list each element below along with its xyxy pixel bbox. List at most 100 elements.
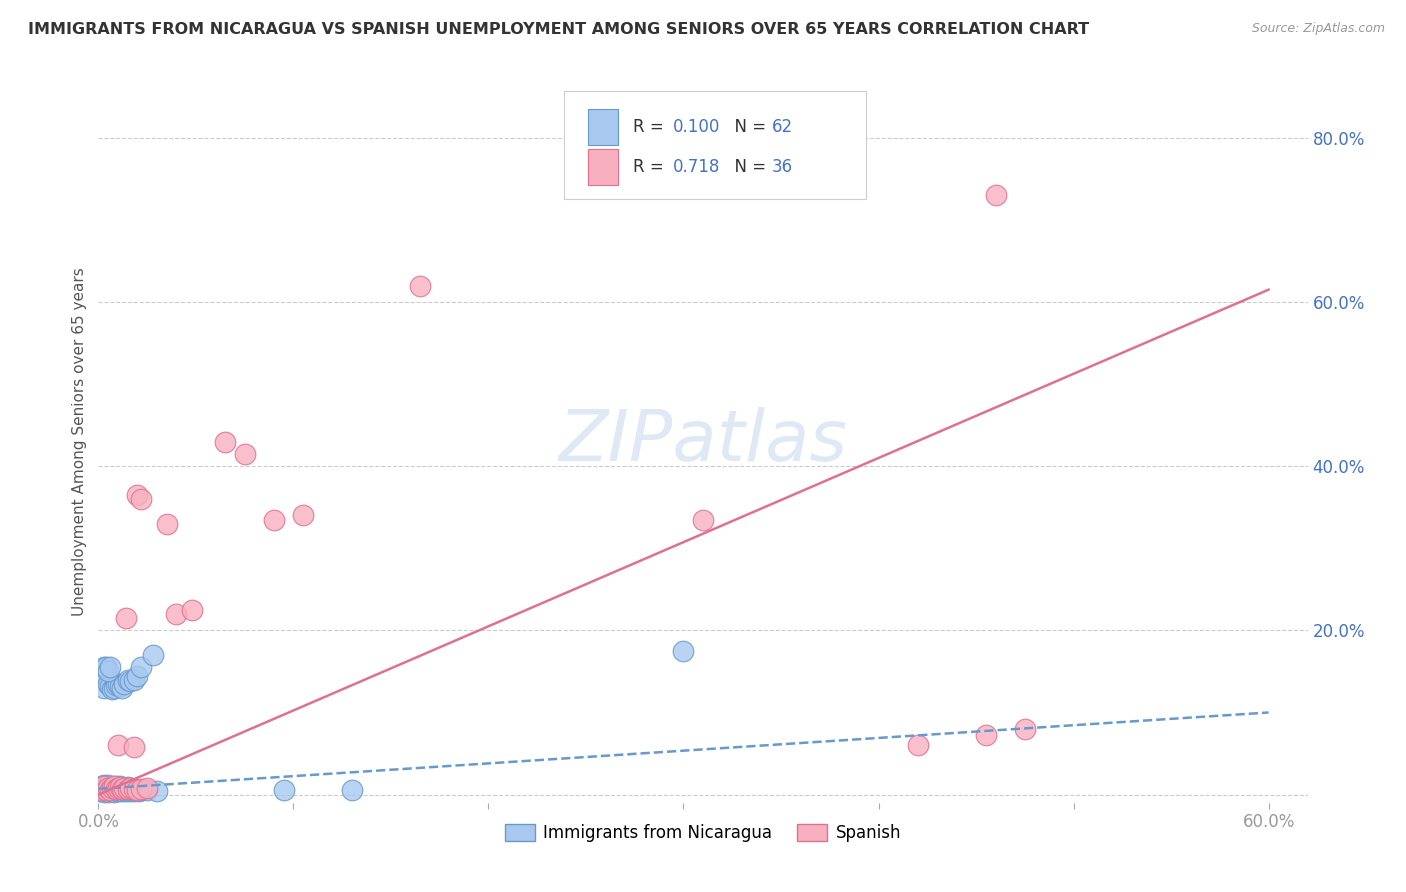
FancyBboxPatch shape	[588, 149, 619, 185]
Point	[214, 434, 236, 449]
Point	[156, 516, 179, 531]
Point	[165, 607, 187, 621]
Point	[111, 781, 134, 796]
Point	[136, 783, 159, 797]
Point	[340, 783, 363, 797]
Point	[111, 780, 134, 795]
Point	[108, 783, 131, 797]
Text: 36: 36	[772, 158, 793, 176]
Point	[101, 780, 124, 795]
Point	[93, 660, 115, 674]
Point	[93, 780, 115, 794]
Point	[122, 673, 145, 687]
Point	[103, 782, 125, 797]
Point	[91, 780, 114, 794]
Text: 0.718: 0.718	[673, 158, 720, 176]
Point	[111, 681, 134, 695]
Point	[98, 780, 121, 795]
Point	[96, 660, 118, 674]
Point	[93, 778, 115, 792]
Point	[131, 491, 153, 506]
Point	[93, 785, 115, 799]
Point	[118, 784, 141, 798]
Point	[96, 783, 118, 797]
Text: N =: N =	[724, 119, 770, 136]
Point	[93, 780, 115, 795]
Point	[93, 681, 115, 695]
Point	[97, 780, 120, 795]
Point	[114, 784, 136, 798]
Point	[98, 782, 121, 797]
Point	[89, 784, 111, 798]
Text: R =: R =	[633, 119, 669, 136]
Point	[96, 780, 118, 795]
Point	[104, 783, 127, 797]
Point	[127, 783, 149, 797]
Text: R =: R =	[633, 158, 669, 176]
Point	[97, 677, 120, 691]
Point	[409, 278, 432, 293]
Point	[98, 660, 121, 674]
Text: Source: ZipAtlas.com: Source: ZipAtlas.com	[1251, 22, 1385, 36]
Point	[118, 780, 141, 795]
Point	[124, 782, 146, 797]
Point	[1014, 722, 1036, 736]
Text: ZIPatlas: ZIPatlas	[558, 407, 848, 476]
FancyBboxPatch shape	[564, 91, 866, 200]
Point	[104, 780, 127, 794]
Point	[108, 780, 131, 795]
Point	[112, 783, 135, 797]
Point	[96, 782, 118, 797]
Point	[104, 678, 127, 692]
Point	[122, 739, 145, 754]
Point	[103, 780, 125, 794]
Text: IMMIGRANTS FROM NICARAGUA VS SPANISH UNEMPLOYMENT AMONG SENIORS OVER 65 YEARS CO: IMMIGRANTS FROM NICARAGUA VS SPANISH UNE…	[28, 22, 1090, 37]
Point	[97, 778, 120, 792]
Point	[117, 673, 139, 687]
Point	[101, 682, 124, 697]
Legend: Immigrants from Nicaragua, Spanish: Immigrants from Nicaragua, Spanish	[498, 817, 908, 848]
Text: N =: N =	[724, 158, 770, 176]
Point	[131, 781, 153, 796]
Point	[103, 681, 125, 695]
Point	[103, 785, 125, 799]
Point	[107, 780, 129, 795]
Point	[181, 603, 204, 617]
Point	[128, 784, 150, 798]
Point	[112, 677, 135, 691]
Point	[97, 665, 120, 679]
Point	[114, 611, 136, 625]
Point	[101, 784, 124, 798]
Text: 0.100: 0.100	[673, 119, 720, 136]
Point	[118, 674, 141, 689]
Point	[96, 668, 118, 682]
Point	[108, 679, 131, 693]
Text: 62: 62	[772, 119, 793, 136]
Point	[127, 488, 149, 502]
Point	[122, 781, 145, 796]
Y-axis label: Unemployment Among Seniors over 65 years: Unemployment Among Seniors over 65 years	[72, 268, 87, 615]
Point	[127, 782, 149, 797]
Point	[91, 781, 114, 796]
Point	[97, 785, 120, 799]
Point	[131, 660, 153, 674]
Point	[907, 739, 929, 753]
Point	[263, 512, 285, 526]
Point	[97, 781, 120, 796]
Point	[273, 783, 295, 797]
Point	[984, 188, 1007, 202]
Point	[233, 447, 256, 461]
Point	[107, 739, 129, 753]
Point	[111, 784, 134, 798]
Point	[127, 668, 149, 682]
Point	[974, 728, 997, 742]
Point	[101, 780, 124, 795]
Point	[692, 512, 714, 526]
Point	[136, 780, 159, 795]
Point	[107, 784, 129, 798]
Point	[98, 783, 121, 797]
Point	[672, 644, 695, 658]
Point	[107, 677, 129, 691]
Point	[146, 784, 169, 798]
Point	[117, 781, 139, 796]
